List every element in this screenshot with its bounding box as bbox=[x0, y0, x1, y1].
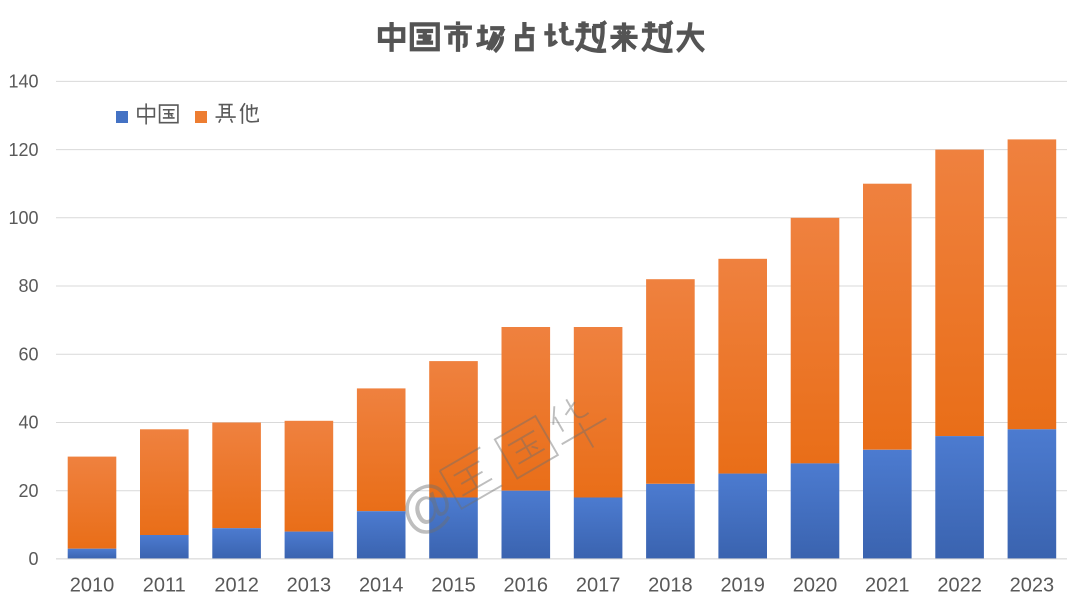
svg-text:2018: 2018 bbox=[648, 575, 693, 597]
svg-text:2016: 2016 bbox=[504, 575, 549, 597]
svg-text:2010: 2010 bbox=[70, 575, 115, 597]
svg-text:2022: 2022 bbox=[937, 575, 982, 597]
svg-text:20: 20 bbox=[18, 481, 38, 501]
svg-text:2023: 2023 bbox=[1010, 575, 1055, 597]
svg-text:2020: 2020 bbox=[793, 575, 838, 597]
svg-text:2021: 2021 bbox=[865, 575, 910, 597]
svg-text:60: 60 bbox=[18, 345, 38, 365]
svg-text:0: 0 bbox=[28, 549, 38, 569]
svg-text:2011: 2011 bbox=[143, 575, 186, 597]
svg-text:40: 40 bbox=[18, 413, 38, 433]
svg-text:2012: 2012 bbox=[214, 575, 259, 597]
svg-text:140: 140 bbox=[8, 72, 38, 92]
svg-text:2015: 2015 bbox=[431, 575, 476, 597]
svg-text:2019: 2019 bbox=[720, 575, 765, 597]
svg-text:120: 120 bbox=[8, 140, 38, 160]
svg-text:2014: 2014 bbox=[359, 575, 404, 597]
svg-text:2017: 2017 bbox=[576, 575, 621, 597]
svg-text:2013: 2013 bbox=[287, 575, 332, 597]
svg-text:80: 80 bbox=[18, 276, 38, 296]
svg-text:100: 100 bbox=[8, 208, 38, 228]
